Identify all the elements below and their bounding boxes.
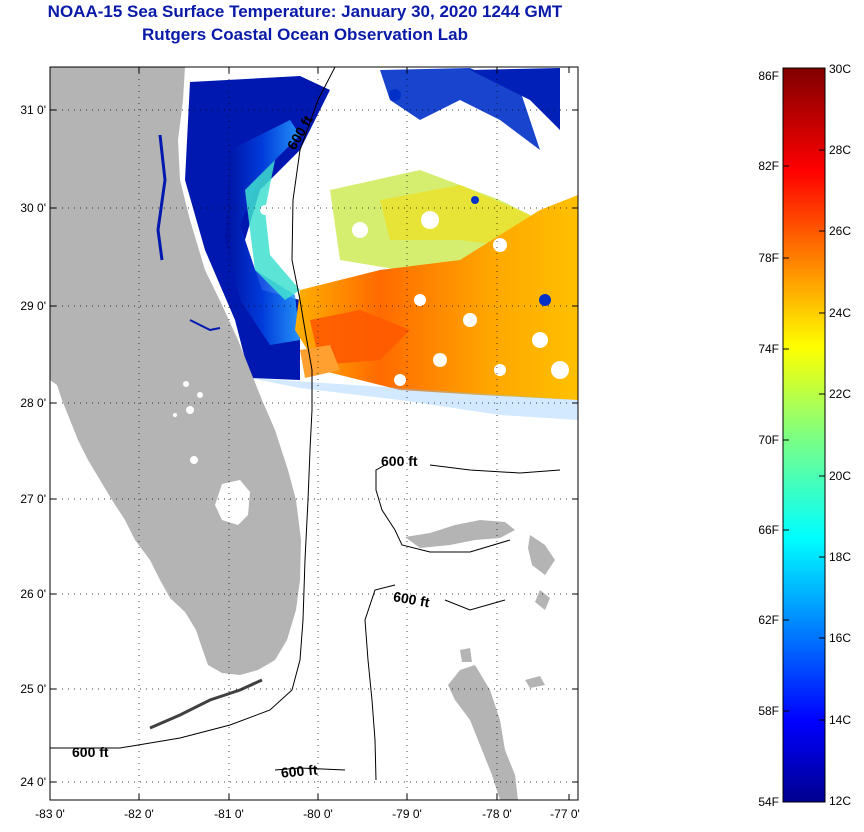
lat-label-31: 31 0' [20,103,46,117]
cb-c-24: 24C [829,306,851,320]
contour-label-keys: 600 ft [72,744,109,760]
cb-f-62: 62F [758,613,779,627]
contour-label-bahamas-mid: 600 ft [392,588,431,610]
cb-c-20: 20C [829,469,851,483]
sst-data-layer [50,68,578,425]
contour-label-south: 600 ft [280,761,318,780]
cb-c-16: 16C [829,631,851,645]
colorbar-ticks [783,149,825,721]
cb-c-14: 14C [829,713,851,727]
cb-c-22: 22C [829,387,851,401]
lat-label-26: 26 0' [20,587,46,601]
florida-keys [149,678,263,730]
lon-label-78: -78 0' [482,807,512,821]
lat-label-24: 24 0' [20,775,46,789]
map-title: NOAA-15 Sea Surface Temperature: January… [47,2,563,21]
grand-bahama-land [405,520,515,548]
cb-f-58: 58F [758,704,779,718]
lat-label-27: 27 0' [20,492,46,506]
abaco-land [528,535,555,575]
cb-c-28: 28C [829,143,851,157]
cb-c-30: 30C [829,62,851,76]
lon-label-77: -77 0' [550,807,580,821]
colorbar-gradient [782,67,826,803]
lon-label-83: -83 0' [35,807,65,821]
lon-label-79: -79 0' [392,807,422,821]
lon-label-82: -82 0' [124,807,154,821]
isobath-600ft [50,67,561,781]
cb-c-18: 18C [829,550,851,564]
lon-label-81: -81 0' [214,807,244,821]
map-subtitle: Rutgers Coastal Ocean Observation Lab [142,25,468,44]
cb-f-78: 78F [758,251,779,265]
cb-f-70: 70F [758,433,779,447]
lat-label-29: 29 0' [20,299,46,313]
lat-label-28: 28 0' [20,396,46,410]
graticule [50,67,578,800]
cb-c-26: 26C [829,224,851,238]
cb-f-86: 86F [758,69,779,83]
lat-label-25: 25 0' [20,682,46,696]
cb-f-82: 82F [758,159,779,173]
cb-c-12: 12C [829,794,851,808]
axis-ticks [49,67,578,800]
cb-f-66: 66F [758,523,779,537]
andros-land [448,665,518,800]
inland-lakes [173,381,203,464]
contour-label-bahamas-north: 600 ft [381,453,418,469]
lon-label-80: -80 0' [303,807,333,821]
lat-label-30: 30 0' [20,201,46,215]
cb-f-54: 54F [758,795,779,809]
map-border [49,66,579,801]
cb-f-74: 74F [758,342,779,356]
lake-okeechobee [215,480,250,525]
